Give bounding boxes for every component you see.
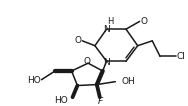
Text: HO: HO	[27, 76, 41, 85]
Text: HO: HO	[54, 96, 68, 105]
Text: F: F	[98, 97, 103, 106]
Text: H: H	[107, 17, 114, 26]
Text: Cl: Cl	[176, 52, 185, 61]
Text: O: O	[140, 17, 147, 26]
Text: OH: OH	[121, 77, 135, 86]
Text: N: N	[103, 58, 110, 67]
Text: N: N	[103, 25, 110, 34]
Text: O: O	[84, 57, 91, 66]
Text: O: O	[75, 36, 82, 45]
